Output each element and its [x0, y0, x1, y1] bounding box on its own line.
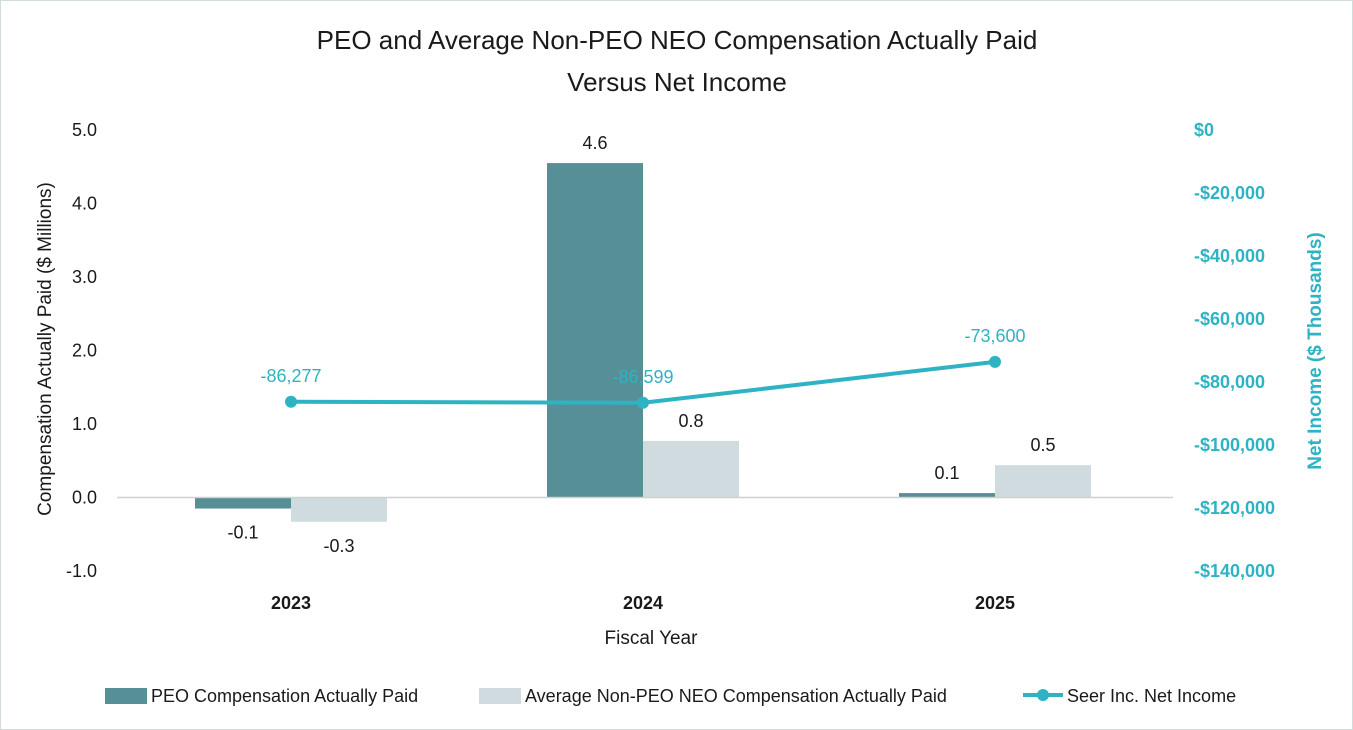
right-tick-label: $0: [1194, 120, 1214, 140]
right-tick-label: -$140,000: [1194, 561, 1275, 581]
legend-marker-net-income: [1037, 689, 1049, 701]
left-tick-label: 3.0: [72, 267, 97, 287]
net-income-point-2025: [989, 355, 1001, 368]
category-label-2025: 2025: [975, 593, 1015, 613]
chart-title-line-1: PEO and Average Non-PEO NEO Compensation…: [317, 25, 1038, 55]
right-tick-label: -$20,000: [1194, 183, 1265, 203]
bar-value-label: 4.6: [582, 133, 607, 153]
left-tick-label: -1.0: [66, 561, 97, 581]
bar-series: -0.1 4.6 0.1 -0.3 0.8 0.5: [195, 133, 1091, 556]
x-axis-label: Fiscal Year: [605, 628, 699, 649]
net-income-point-2024: [637, 396, 649, 409]
bar-value-label: 0.5: [1030, 435, 1055, 455]
category-label-2024: 2024: [623, 593, 663, 613]
bar-value-label: 0.8: [678, 411, 703, 431]
legend-label-net-income: Seer Inc. Net Income: [1067, 686, 1236, 706]
chart-title-line-2: Versus Net Income: [567, 67, 787, 97]
left-tick-label: 0.0: [72, 488, 97, 508]
legend: PEO Compensation Actually Paid Average N…: [105, 686, 1236, 706]
right-tick-label: -$40,000: [1194, 246, 1265, 266]
legend-label-peo: PEO Compensation Actually Paid: [151, 686, 418, 706]
left-axis-ticks: 5.0 4.0 3.0 2.0 1.0 0.0 -1.0: [66, 120, 97, 581]
net-income-series: -86,277 -86,599 -73,600: [260, 326, 1026, 409]
category-label-2023: 2023: [271, 593, 311, 613]
bar-peo-2024: [547, 163, 643, 498]
left-tick-label: 1.0: [72, 414, 97, 434]
bar-value-label: -0.1: [227, 523, 258, 543]
left-tick-label: 4.0: [72, 194, 97, 214]
left-axis-label: Compensation Actually Paid ($ Millions): [35, 182, 56, 516]
legend-label-non-peo: Average Non-PEO NEO Compensation Actuall…: [525, 686, 947, 706]
bar-non-peo-2023: [291, 497, 387, 522]
category-labels: 2023 2024 2025: [271, 593, 1015, 613]
left-tick-label: 2.0: [72, 341, 97, 361]
net-income-value-label: -73,600: [964, 326, 1025, 346]
bar-value-label: 0.1: [934, 463, 959, 483]
right-axis-label: Net Income ($ Thousands): [1305, 232, 1326, 470]
right-tick-label: -$120,000: [1194, 498, 1275, 518]
right-tick-label: -$100,000: [1194, 435, 1275, 455]
net-income-value-label: -86,277: [260, 366, 321, 386]
net-income-point-2023: [285, 395, 297, 408]
bar-non-peo-2024: [643, 440, 739, 498]
bar-value-label: -0.3: [323, 536, 354, 556]
left-tick-label: 5.0: [72, 120, 97, 140]
bar-peo-2023: [195, 497, 291, 509]
legend-swatch-non-peo: [479, 688, 521, 704]
right-axis-ticks: $0 -$20,000 -$40,000 -$60,000 -$80,000 -$100,…: [1194, 120, 1275, 581]
right-tick-label: -$80,000: [1194, 372, 1265, 392]
net-income-value-label: -86,599: [612, 367, 673, 387]
right-tick-label: -$60,000: [1194, 309, 1265, 329]
bar-peo-2025: [899, 493, 995, 498]
legend-swatch-peo: [105, 688, 147, 704]
bar-non-peo-2025: [995, 465, 1091, 498]
